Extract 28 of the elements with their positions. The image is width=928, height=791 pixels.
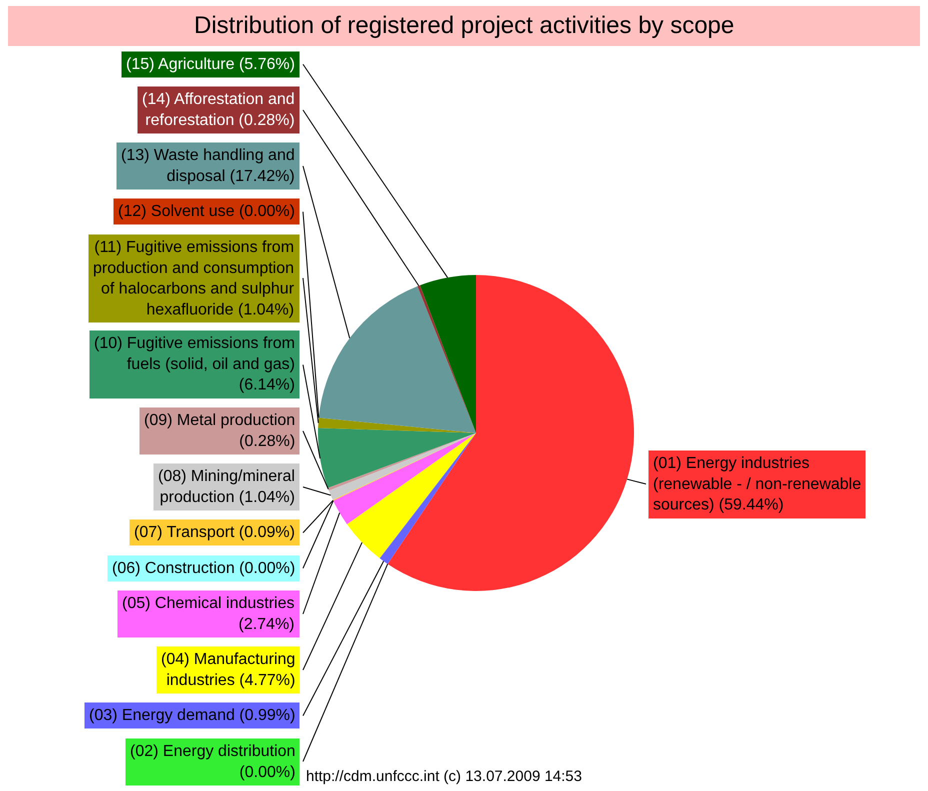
text: (0.00%) (239, 764, 296, 781)
slice-label: (03) Energy demand (0.99%) (89, 707, 296, 724)
text: http://cdm.unfccc.int (c) 13.07.2009 14:53 (306, 768, 582, 785)
pie-slice (346, 433, 476, 558)
pie-slice (318, 418, 476, 433)
pie-slice (333, 433, 476, 524)
slice-label: (08) Mining/mineral production (1.04%) (158, 468, 295, 506)
pie-slice (388, 275, 634, 591)
pie-slice (318, 428, 476, 488)
slice-label: (05) Chemical industries (122, 595, 295, 612)
chart-title: Distribution of registered project activities by scope (194, 12, 734, 39)
slice-label: (04) Manufacturing industries (4.77%) (161, 651, 296, 689)
data-label: (0.28%) (239, 432, 296, 450)
category-label: (02) Energy distribution (130, 743, 296, 760)
slice-label: (10) Fugitive emissions from fuels (solid, oil and gas) (94, 335, 295, 373)
slice-label: (09) Metal production (144, 412, 296, 429)
slice-label: (13) Waste handling and disposal (17.42%) (121, 147, 295, 185)
slice-label: (07) Transport (0.09%) (134, 524, 295, 541)
pie-slice (318, 286, 476, 433)
slice-label: (14) Afforestation and reforestation (0.28%) (142, 91, 295, 129)
slice-label: (01) Energy industries (renewable - / non-renewable sources) (59.44%) (653, 455, 862, 514)
slice-label: (15) Agriculture (5.76%) (126, 56, 295, 73)
data-label: (6.14%) (238, 376, 295, 394)
data-label: (2.74%) (238, 616, 295, 633)
pie-slice (380, 433, 476, 564)
slice-label: (11) Fugitive emissions from production and consumption of halocarbons and sulphur hexafluoride (1.04%) (93, 239, 295, 318)
category-label: (06) Construction (0.00%) (112, 560, 296, 577)
category-label: (12) Solvent use (0.00%) (118, 203, 295, 220)
